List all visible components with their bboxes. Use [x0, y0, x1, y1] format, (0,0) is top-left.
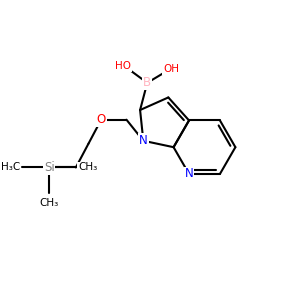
Text: O: O: [97, 113, 106, 126]
Text: B: B: [143, 76, 151, 89]
Text: Si: Si: [44, 161, 55, 174]
Text: CH₃: CH₃: [40, 198, 59, 208]
Text: N: N: [139, 134, 148, 147]
Text: N: N: [184, 167, 194, 181]
Text: H₃C: H₃C: [1, 163, 20, 172]
Text: CH₃: CH₃: [78, 163, 97, 172]
Text: OH: OH: [163, 64, 179, 74]
Text: HO: HO: [116, 61, 131, 71]
